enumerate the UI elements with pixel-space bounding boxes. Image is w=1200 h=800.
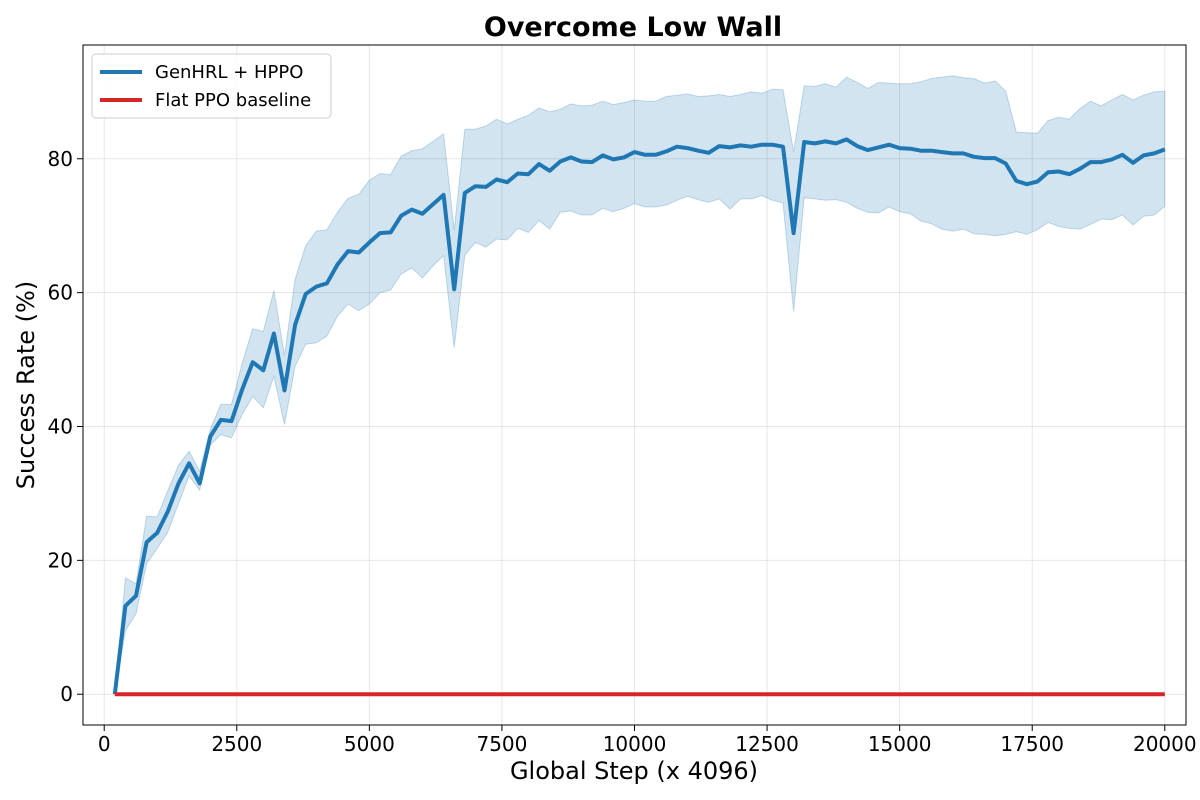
x-tick-label: 7500 xyxy=(476,732,527,756)
chart-title: Overcome Low Wall xyxy=(484,12,782,43)
x-tick-label: 20000 xyxy=(1133,732,1197,756)
y-axis-ticks: 0 20 40 60 80 xyxy=(48,147,83,706)
x-tick-label: 10000 xyxy=(603,732,667,756)
y-tick-label: 80 xyxy=(48,147,73,171)
legend: GenHRL + HPPO Flat PPO baseline xyxy=(91,53,332,119)
x-axis-label: Global Step (x 4096) xyxy=(510,757,758,785)
x-tick-label: 5000 xyxy=(344,732,395,756)
y-tick-label: 20 xyxy=(48,548,73,572)
y-tick-label: 60 xyxy=(48,281,73,305)
x-tick-label: 17500 xyxy=(1000,732,1064,756)
y-tick-label: 0 xyxy=(60,682,73,706)
x-tick-label: 15000 xyxy=(868,732,932,756)
x-tick-label: 12500 xyxy=(735,732,799,756)
series-lines xyxy=(112,137,1166,697)
y-axis-label: Success Rate (%) xyxy=(12,281,40,489)
x-tick-label: 2500 xyxy=(211,732,262,756)
series-band-0 xyxy=(114,75,1166,695)
x-axis-ticks: 0 2500 5000 7500 10000 12500 15000 17500 20000 xyxy=(98,725,1197,756)
x-tick-label: 0 xyxy=(98,732,111,756)
series-line-0 xyxy=(112,137,1166,695)
legend-label-genhrl: GenHRL + HPPO xyxy=(155,62,303,83)
confidence-band xyxy=(114,75,1166,695)
y-tick-label: 40 xyxy=(48,414,73,438)
legend-box xyxy=(91,53,332,119)
legend-label-flat-ppo: Flat PPO baseline xyxy=(155,90,311,111)
